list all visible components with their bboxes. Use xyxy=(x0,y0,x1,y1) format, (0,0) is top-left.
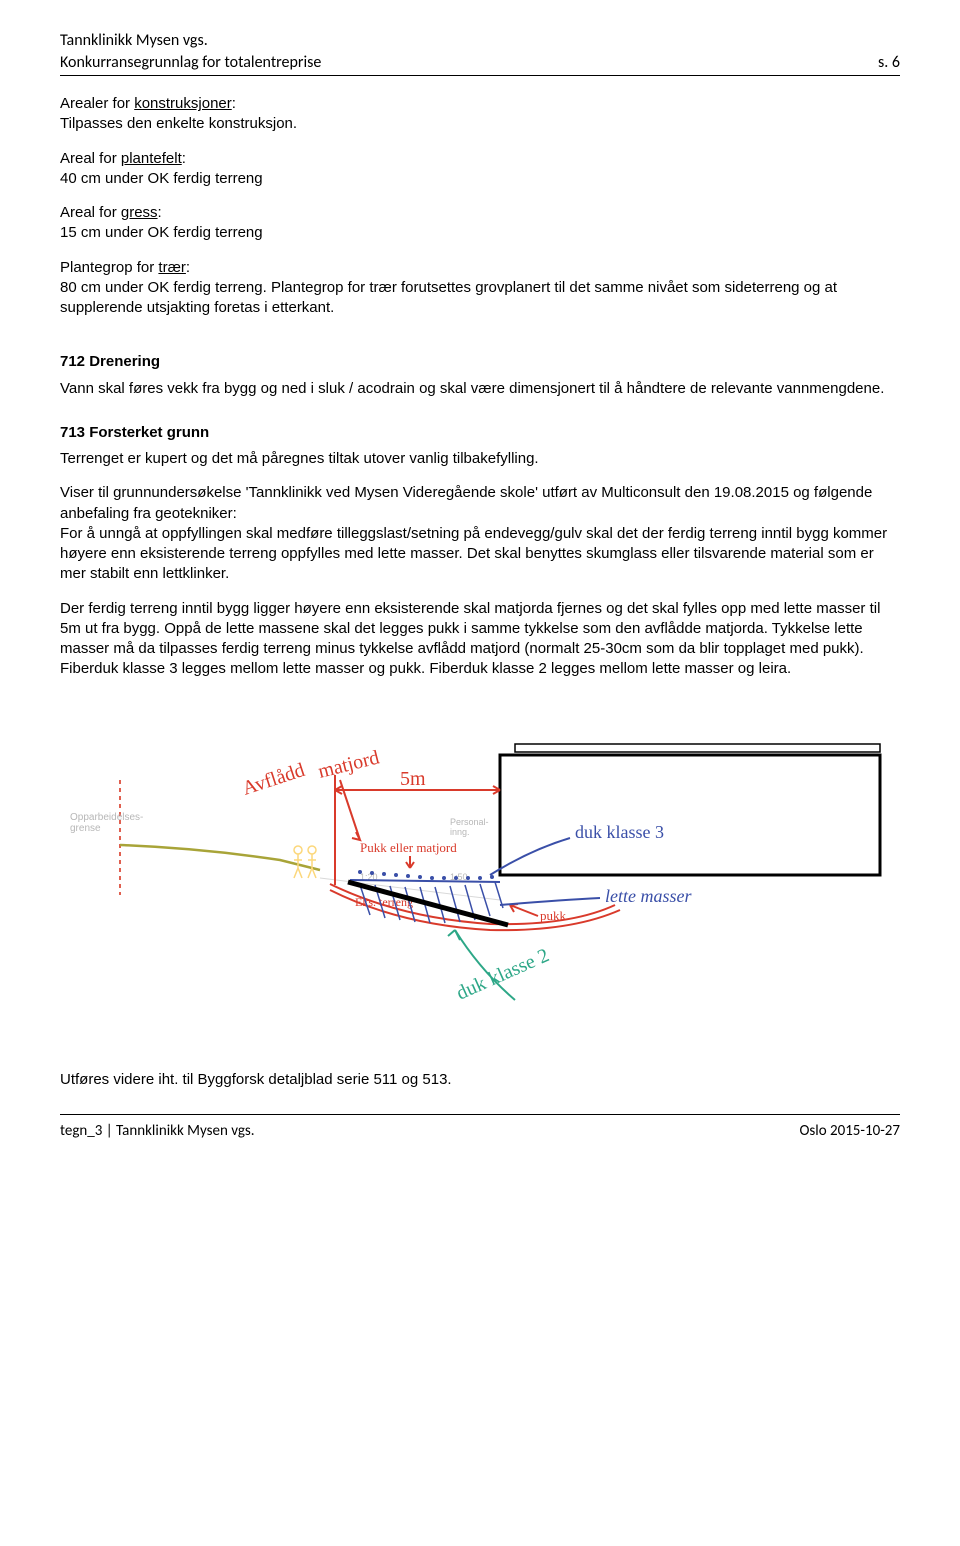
body-713-p2: Viser til grunnundersøkelse 'Tannklinikk… xyxy=(60,483,900,584)
svg-text:Pukk eller matjord: Pukk eller matjord xyxy=(360,840,457,855)
section-plantefelt-body: 40 cm under OK ferdig terreng xyxy=(60,169,900,189)
svg-text:duk klasse 3: duk klasse 3 xyxy=(575,822,664,842)
header-line2-left: Konkurransegrunnlag for totalentreprise xyxy=(60,52,321,74)
section-plantefelt-label: Areal for plantefelt: xyxy=(60,149,900,169)
terrain-line xyxy=(120,845,320,870)
section-arealer-label: Arealer for konstruksjoner: xyxy=(60,94,900,114)
label-personal: Personal- inng. xyxy=(450,817,491,837)
svg-text:matjord: matjord xyxy=(316,746,382,782)
svg-text:5m: 5m xyxy=(400,768,426,790)
section-traer-body: 80 cm under OK ferdig terreng. Plantegro… xyxy=(60,278,900,319)
closing-line: Utføres videre iht. til Byggforsk detalj… xyxy=(60,1070,900,1090)
body-713-p1: Terrenget er kupert og det må påregnes t… xyxy=(60,449,900,469)
geotechnical-sketch: Opparbeidelses- grense 1:20 1:50 Persona… xyxy=(60,720,900,1040)
footer-right: Oslo 2015-10-27 xyxy=(799,1121,900,1141)
body-713-p3: Der ferdig terreng inntil bygg ligger hø… xyxy=(60,599,900,680)
label-opparbeidelse: Opparbeidelses- grense xyxy=(70,812,146,834)
building-rect xyxy=(500,755,880,875)
svg-text:duk klasse 2: duk klasse 2 xyxy=(453,944,552,1004)
section-gress-label: Areal for gress: xyxy=(60,203,900,223)
page-header: Tannklinikk Mysen vgs. Konkurransegrunnl… xyxy=(60,30,900,76)
heading-712: 712 Drenering xyxy=(60,352,900,372)
figure-icons xyxy=(294,846,316,878)
svg-text:lette masser: lette masser xyxy=(605,886,692,906)
header-line1: Tannklinikk Mysen vgs. xyxy=(60,30,900,52)
page-footer: tegn_3 | Tannklinikk Mysen vgs. Oslo 201… xyxy=(60,1114,900,1141)
section-arealer-body: Tilpasses den enkelte konstruksjon. xyxy=(60,114,900,134)
svg-text:pukk: pukk xyxy=(540,908,567,923)
sketch-svg: Opparbeidelses- grense 1:20 1:50 Persona… xyxy=(60,720,900,1040)
section-gress-body: 15 cm under OK ferdig terreng xyxy=(60,223,900,243)
body-712: Vann skal føres vekk fra bygg og ned i s… xyxy=(60,379,900,399)
building-topbar xyxy=(515,744,880,752)
footer-left: tegn_3 | Tannklinikk Mysen vgs. xyxy=(60,1121,255,1141)
header-line2-right: s. 6 xyxy=(878,52,900,74)
section-traer-label: Plantegrop for trær: xyxy=(60,258,900,278)
svg-text:Avflådd: Avflådd xyxy=(240,759,308,800)
teal-annotations: duk klasse 2 xyxy=(448,930,552,1005)
heading-713: 713 Forsterket grunn xyxy=(60,423,900,443)
